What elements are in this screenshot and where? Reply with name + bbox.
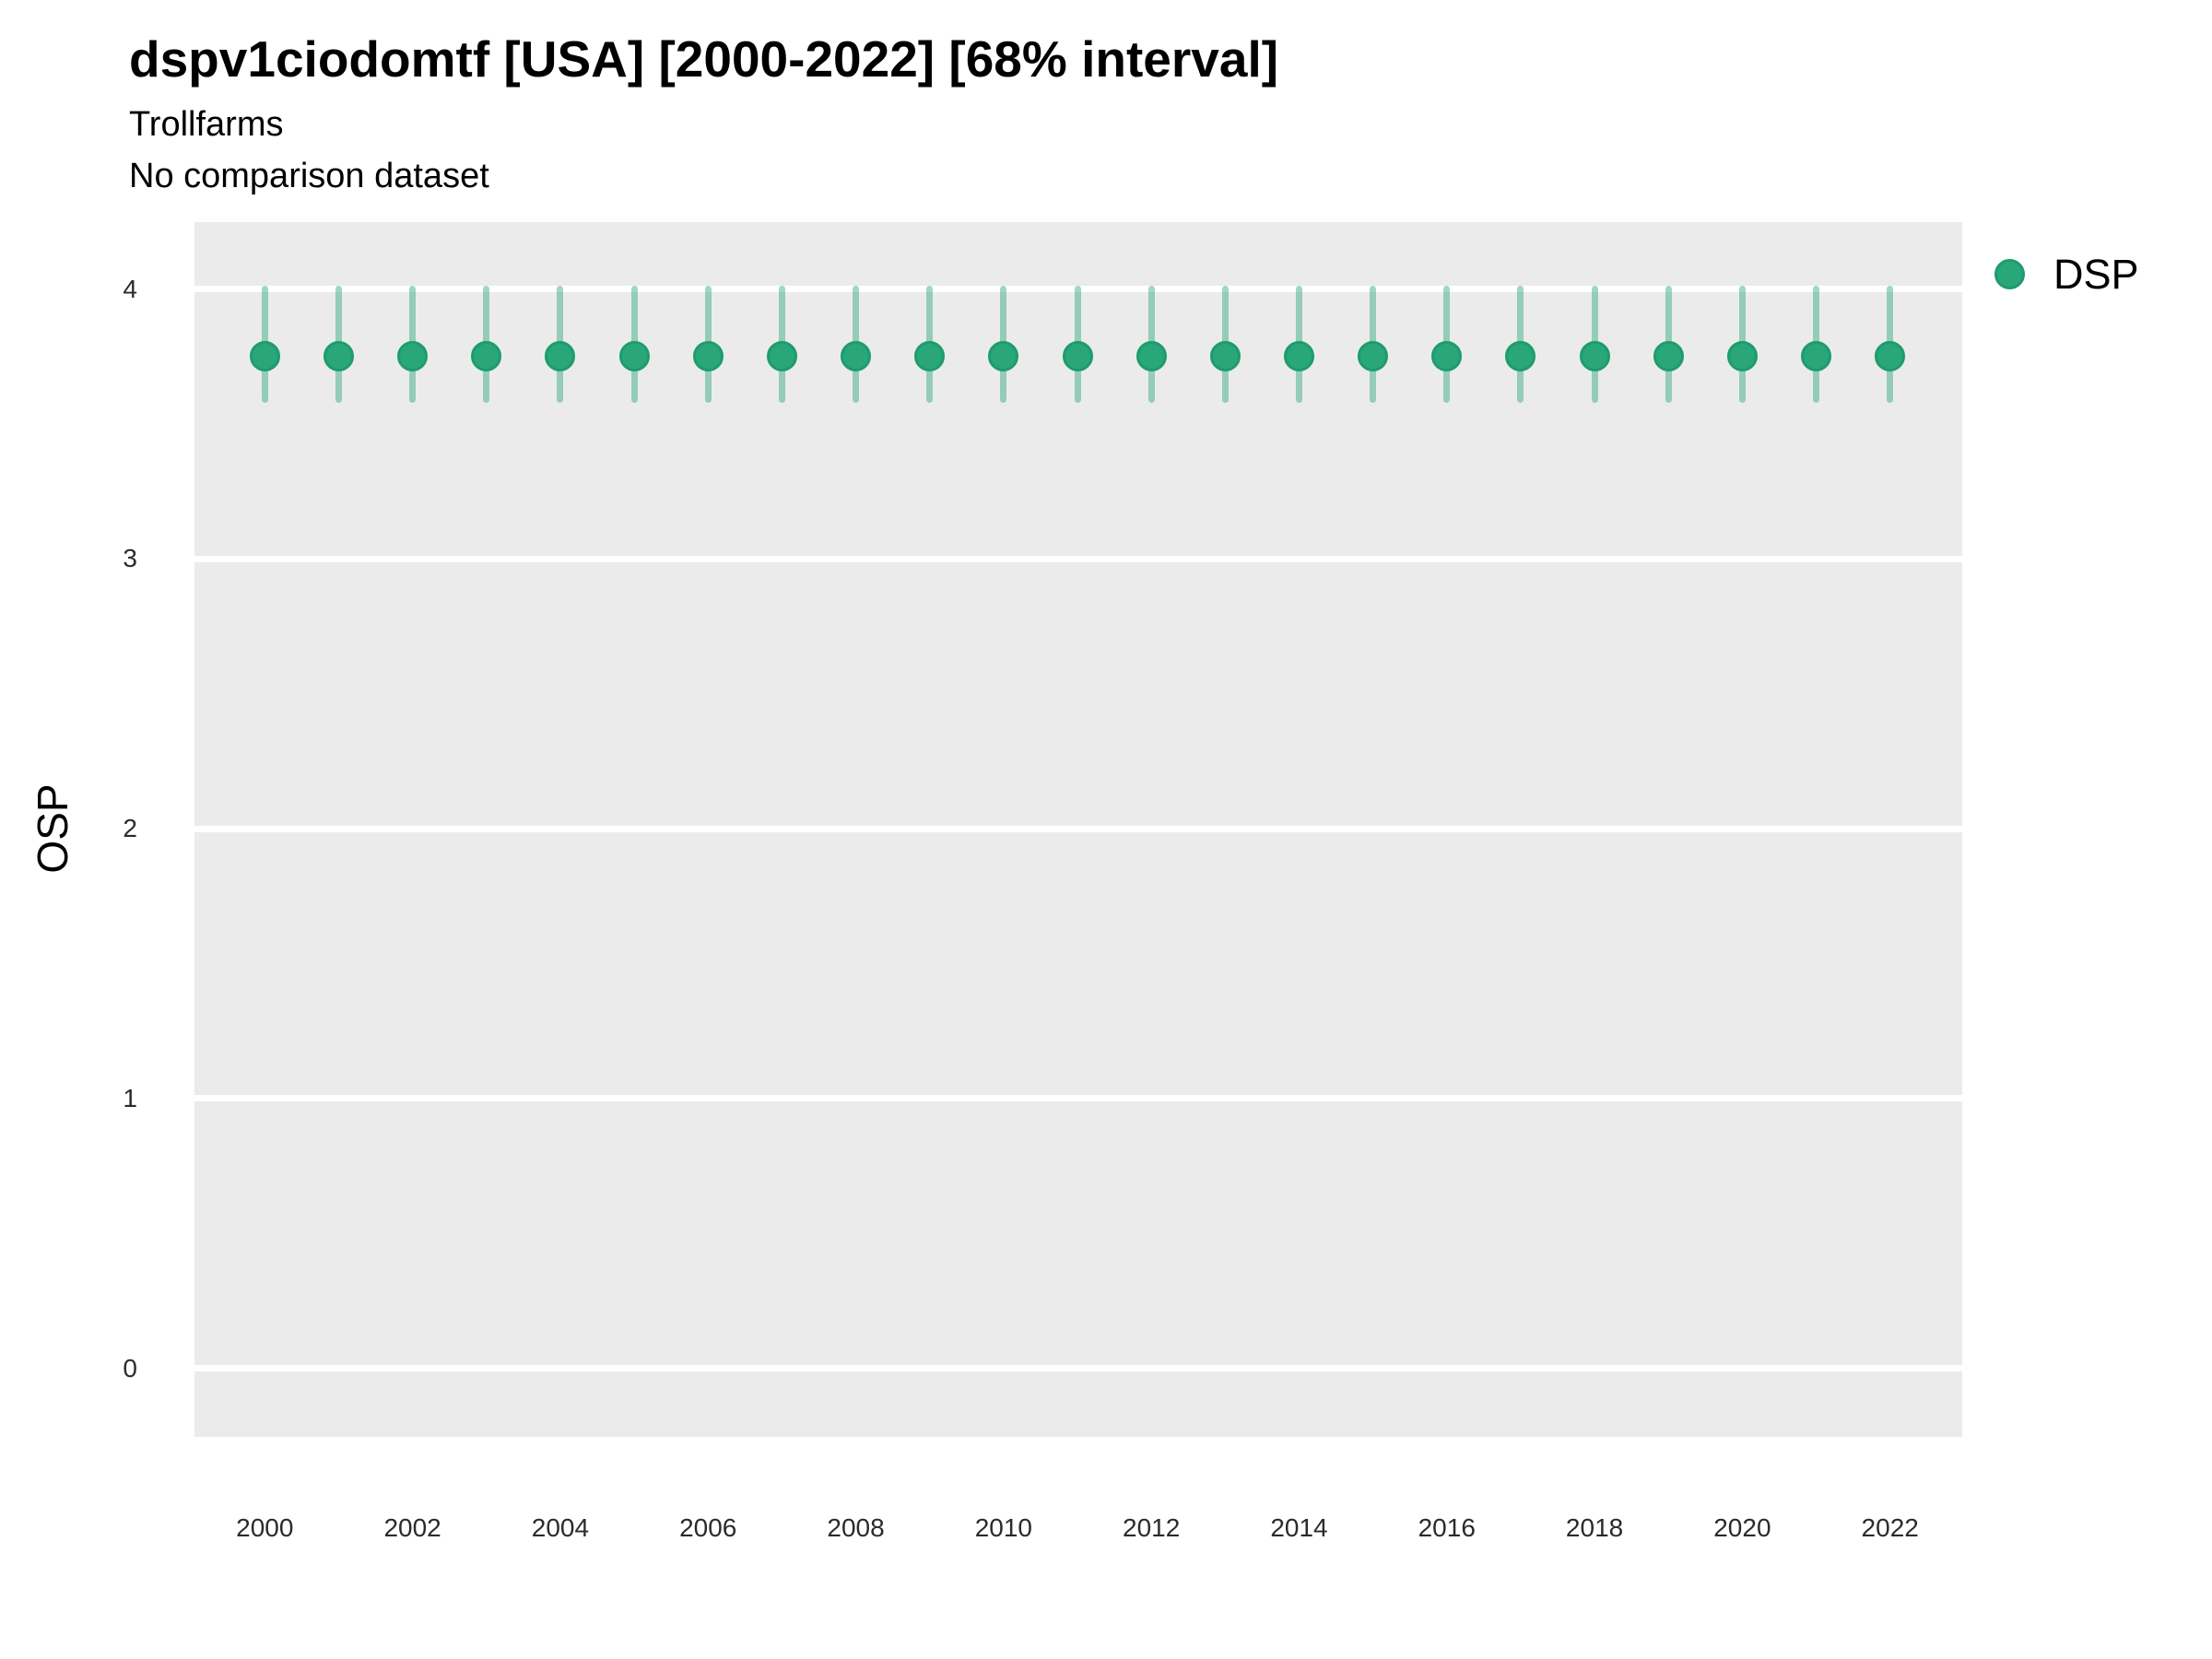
chart-subtitle: Trollfarms (129, 105, 284, 144)
data-point (1653, 341, 1684, 372)
data-point (397, 341, 429, 372)
data-point (1209, 341, 1241, 372)
y-tick-label: 4 (123, 274, 137, 303)
x-tick-label: 2014 (1270, 1513, 1328, 1542)
data-point (841, 341, 872, 372)
y-tick-label: 3 (123, 544, 137, 573)
x-tick-label: 2008 (827, 1513, 885, 1542)
data-point (1062, 341, 1093, 372)
chart-title: dspv1ciodomtf [USA] [2000-2022] [68% int… (129, 30, 1279, 88)
major-gridline (194, 1365, 1962, 1371)
data-point (323, 341, 354, 372)
chart-note: No comparison dataset (129, 157, 489, 195)
data-point (1431, 341, 1463, 372)
major-gridline (194, 555, 1962, 562)
x-tick-label: 2006 (679, 1513, 737, 1542)
x-tick-label: 2002 (383, 1513, 441, 1542)
x-tick-label: 2018 (1565, 1513, 1624, 1542)
legend-label: DSP (2053, 251, 2139, 298)
major-gridline (194, 286, 1962, 292)
data-point (1358, 341, 1389, 372)
y-tick-label: 2 (123, 814, 137, 842)
data-point (1875, 341, 1906, 372)
x-tick-label: 2012 (1123, 1513, 1181, 1542)
major-gridline (194, 825, 1962, 832)
data-point (914, 341, 946, 372)
data-point (1135, 341, 1167, 372)
data-point (692, 341, 724, 372)
data-point (618, 341, 650, 372)
data-point (988, 341, 1019, 372)
data-point (1579, 341, 1610, 372)
x-tick-label: 2020 (1713, 1513, 1771, 1542)
x-tick-label: 2000 (236, 1513, 294, 1542)
x-tick-label: 2016 (1418, 1513, 1476, 1542)
legend-key-dot (1994, 259, 2025, 289)
data-point (545, 341, 576, 372)
x-tick-label: 2010 (974, 1513, 1032, 1542)
data-point (249, 341, 280, 372)
data-point (1283, 341, 1314, 372)
y-tick-label: 1 (123, 1083, 137, 1112)
data-point (471, 341, 502, 372)
major-gridline (194, 1095, 1962, 1102)
data-point (1801, 341, 1832, 372)
x-tick-label: 2004 (531, 1513, 590, 1542)
y-tick-label: 0 (123, 1353, 137, 1382)
x-tick-label: 2022 (1861, 1513, 1919, 1542)
data-point (766, 341, 797, 372)
data-point (1505, 341, 1536, 372)
data-point (1726, 341, 1758, 372)
